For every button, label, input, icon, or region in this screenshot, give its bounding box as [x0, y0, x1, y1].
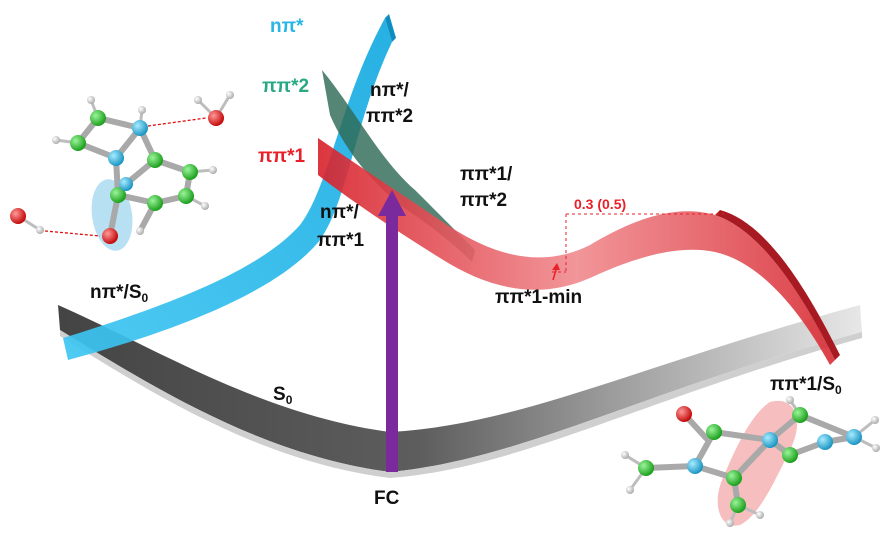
pipi-star-1-surface [318, 138, 840, 365]
fc-label: FC [374, 488, 400, 509]
excitation-arrow [378, 190, 406, 472]
s0-surface [58, 305, 862, 478]
cluster-molecule-icon [10, 91, 234, 251]
min-pointer-arrow [552, 263, 560, 281]
pipi1-pipi2-crossing-line1: ππ*1/ [460, 164, 513, 185]
npi-pipi1-crossing-line1: nπ*/ [320, 202, 360, 223]
barrier-label: 0.3 (0.5) [574, 196, 626, 212]
pipi-star-2-label: ππ*2 [262, 76, 309, 97]
npi-pipi1-crossing-line2: ππ*1 [317, 230, 364, 251]
s0-label: S0 [273, 384, 293, 407]
product-molecule-icon [621, 396, 880, 527]
pipi-star-2-surface [322, 70, 475, 262]
pipi1-pipi2-crossing-line2: ππ*2 [460, 190, 507, 211]
npi-star-label: nπ* [270, 16, 304, 37]
pipi1-s0-crossing-label: ππ*1/S0 [770, 374, 842, 397]
pipi-star-1-label: ππ*1 [258, 146, 305, 167]
npi-pipi2-crossing-line2: ππ*2 [366, 106, 413, 127]
npi-pipi2-crossing-line1: nπ*/ [370, 80, 410, 101]
npi-star-surface [63, 14, 396, 360]
npi-s0-crossing-label: nπ*/S0 [90, 282, 149, 305]
pipi1-min-label: ππ*1-min [495, 287, 582, 308]
barrier-guide [552, 213, 724, 273]
